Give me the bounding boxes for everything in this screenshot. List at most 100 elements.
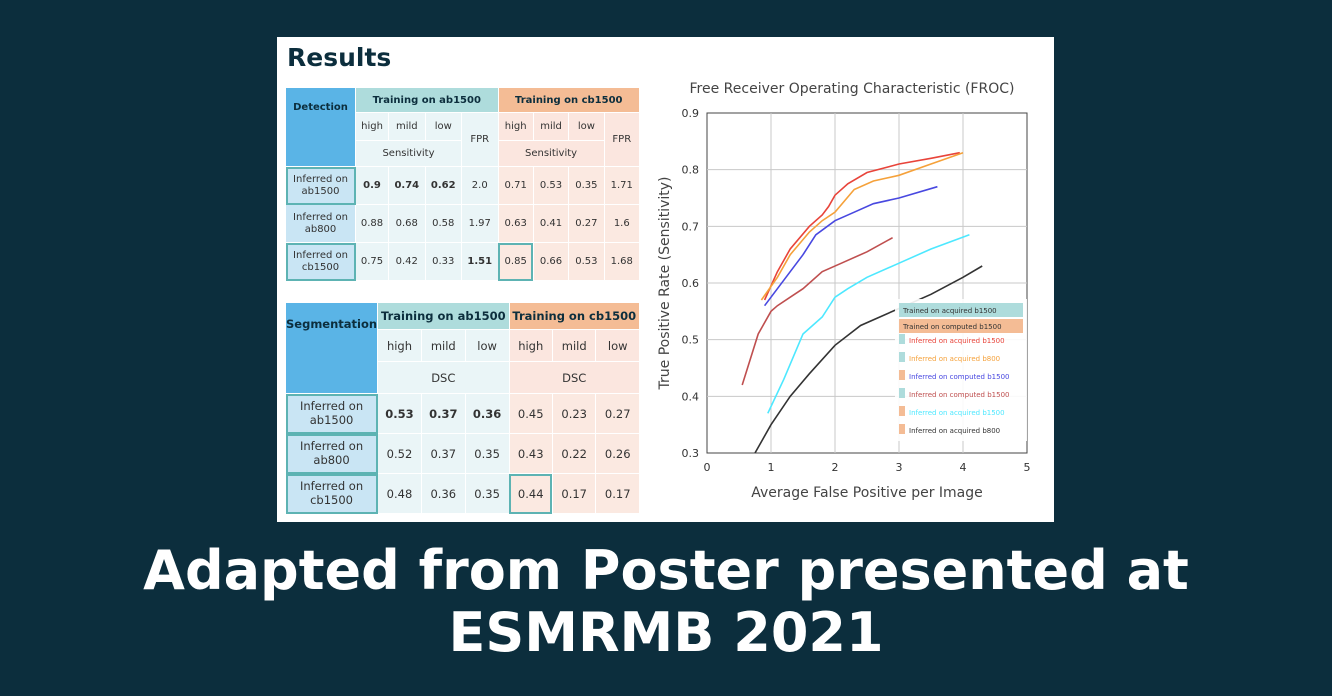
table-cell: 0.36 [420,473,466,514]
table-cell: 1.6 [603,204,641,243]
froc-chart: Free Receiver Operating Characteristic (… [657,81,1031,501]
series-line-4 [741,236,893,386]
table-cell: 0.41 [532,204,570,243]
y-tick-label: 0.6 [682,277,700,290]
table-cell: 0.66 [532,242,570,281]
x-tick-label: 5 [1024,461,1031,474]
table-cell: 0.63 [497,204,534,243]
table-cell: 1.97 [460,204,499,243]
table-cell: 0.36 [464,393,510,434]
seg-level-b-high: high [508,329,553,362]
table-cell: 0.53 [377,393,422,434]
x-tick-label: 2 [832,461,839,474]
table-cell: 0.17 [551,473,597,514]
x-tick-label: 3 [896,461,903,474]
y-axis-label: True Positive Rate (Sensitivity) [657,177,673,391]
table-cell: 0.85 [497,242,534,281]
table-cell: 0.48 [377,473,422,514]
table-cell: 2.0 [460,166,499,205]
seg-group-a: Training on ab1500 [377,302,510,330]
table-cell: 0.42 [388,242,426,281]
legend-header-label: Trained on computed b1500 [902,323,1002,331]
row-label: Inferred on ab1500 [285,166,356,205]
y-tick-label: 0.3 [682,447,700,460]
det-level-b-high: high [497,112,534,141]
table-cell: 0.71 [497,166,534,205]
table-row: Inferred on ab1500 0.9 0.74 0.62 2.0 0.7… [285,166,641,205]
y-tick-label: 0.7 [682,220,700,233]
seg-level-b-low: low [595,329,640,362]
table-cell: 1.51 [460,242,499,281]
det-group-b: Training on cb1500 [497,87,641,113]
results-panel: Results Detection Training on ab1500 Tra… [277,37,1054,522]
legend-entry: Inferred on computed b1500 [909,391,1009,399]
table-cell: 0.27 [595,393,640,434]
table-cell: 0.35 [464,473,510,514]
table-row: Inferred on ab800 0.52 0.37 0.35 0.43 0.… [284,433,640,474]
det-fpr-b: FPR [603,112,641,167]
table-cell: 0.68 [388,204,426,243]
table-cell: 0.43 [508,433,553,474]
legend-marker [899,352,905,362]
table-cell: 0.22 [551,433,597,474]
row-label: Inferred on cb1500 [285,242,356,281]
results-title: Results [287,43,392,72]
table-cell: 0.37 [420,433,466,474]
row-label: Inferred on ab1500 [284,393,379,434]
table-row: Inferred on ab800 0.88 0.68 0.58 1.97 0.… [285,204,641,243]
table-row: Inferred on cb1500 0.75 0.42 0.33 1.51 0… [285,242,641,281]
y-tick-label: 0.5 [682,334,700,347]
table-cell: 0.27 [568,204,605,243]
table-cell: 0.58 [424,204,462,243]
det-sensitivity-a: Sensitivity [355,140,462,167]
table-cell: 0.35 [568,166,605,205]
table-cell: 0.53 [532,166,570,205]
table-cell: 0.9 [354,166,390,205]
table-cell: 0.26 [595,433,640,474]
row-label: Inferred on cb1500 [284,473,379,514]
det-level-b-mild: mild [532,112,570,141]
table-cell: 0.52 [377,433,422,474]
seg-level-a-mild: mild [420,329,466,362]
seg-level-b-mild: mild [551,329,597,362]
x-tick-label: 1 [768,461,775,474]
det-sensitivity-b: Sensitivity [497,140,605,167]
det-group-a: Training on ab1500 [355,87,499,113]
seg-group-b: Training on cb1500 [508,302,640,330]
table-cell: 0.44 [508,473,553,514]
table-cell: 0.75 [354,242,390,281]
detection-table: Detection Training on ab1500 Training on… [285,87,641,281]
footer-line-2: ESMRMB 2021 [448,601,884,664]
series-line-2 [760,151,964,301]
table-cell: 0.62 [424,166,462,205]
legend-marker [899,334,905,344]
table-cell: 0.53 [568,242,605,281]
seg-level-a-high: high [377,329,422,362]
legend-header-swatch [899,319,1023,333]
legend-marker [899,370,905,380]
legend-marker [899,388,905,398]
series-line-6 [754,265,983,454]
legend-marker [899,406,905,416]
table-cell: 0.17 [595,473,640,514]
legend-entry: Inferred on computed b1500 [909,373,1009,381]
legend-entry: Inferred on acquired b800 [909,427,1000,435]
segmentation-corner: Segmentation [284,302,379,394]
table-cell: 0.88 [354,204,390,243]
table-cell: 0.35 [464,433,510,474]
det-level-a-high: high [354,112,390,141]
legend-header-label: Trained on acquired b1500 [902,307,997,315]
table-cell: 0.37 [420,393,466,434]
series-line-3 [763,185,938,307]
table-cell: 0.33 [424,242,462,281]
footer-caption: Adapted from Poster presented at ESMRMB … [0,540,1332,664]
series-line-5 [767,234,970,414]
y-tick-label: 0.9 [682,107,700,120]
y-tick-label: 0.4 [682,390,700,403]
chart-title: Free Receiver Operating Characteristic (… [690,81,1015,97]
seg-dsc-b: DSC [508,361,640,394]
footer-line-1: Adapted from Poster presented at [143,539,1189,602]
legend-header-swatch [899,303,1023,317]
x-tick-label: 4 [960,461,967,474]
table-row: Inferred on cb1500 0.48 0.36 0.35 0.44 0… [284,473,640,514]
